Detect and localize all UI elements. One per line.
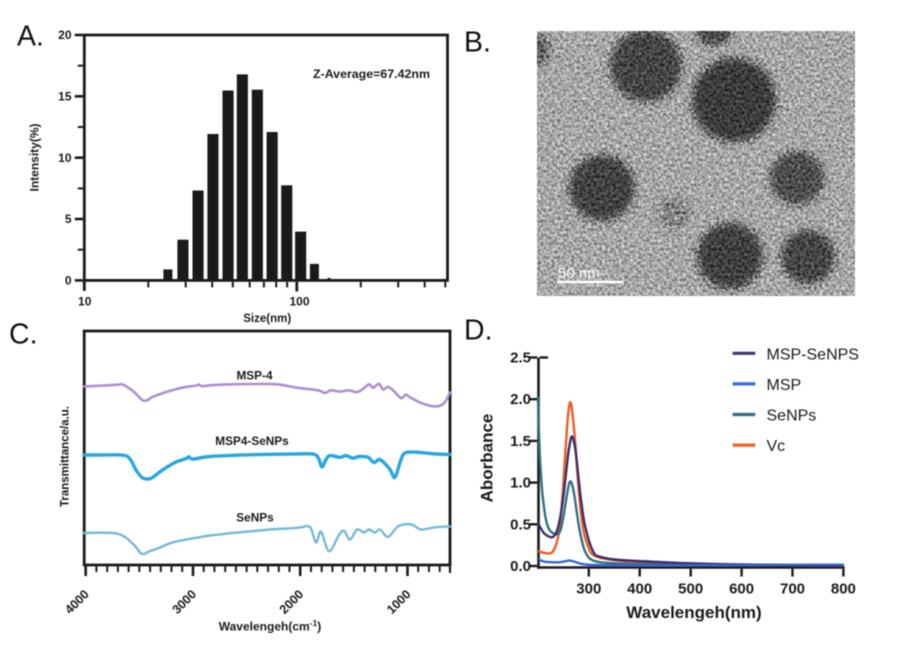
svg-text:800: 800 <box>831 580 856 597</box>
svg-text:400: 400 <box>627 580 652 597</box>
svg-text:20: 20 <box>58 28 72 42</box>
svg-text:C.: C. <box>9 319 38 351</box>
svg-text:15: 15 <box>58 90 72 104</box>
svg-text:0.0: 0.0 <box>510 558 531 575</box>
svg-text:B.: B. <box>464 27 491 59</box>
svg-text:0: 0 <box>65 274 72 288</box>
svg-text:0.5: 0.5 <box>510 516 531 533</box>
svg-text:10: 10 <box>78 294 92 308</box>
svg-text:500: 500 <box>678 580 703 597</box>
svg-text:Wavelengeh(cm-1): Wavelengeh(cm-1) <box>219 618 321 634</box>
svg-text:700: 700 <box>780 580 805 597</box>
svg-text:2.5: 2.5 <box>510 350 531 367</box>
svg-text:Transmittance/a.u.: Transmittance/a.u. <box>60 406 72 507</box>
svg-text:A.: A. <box>17 21 44 53</box>
svg-text:SeNPs: SeNPs <box>236 511 274 525</box>
svg-text:MSP-4: MSP-4 <box>236 368 272 382</box>
svg-text:Vc: Vc <box>767 438 786 455</box>
svg-text:Z-Average=67.42nm: Z-Average=67.42nm <box>313 67 430 81</box>
svg-text:100: 100 <box>289 294 309 308</box>
svg-text:300: 300 <box>576 580 601 597</box>
svg-text:1.0: 1.0 <box>510 475 531 492</box>
svg-text:10: 10 <box>58 151 72 165</box>
svg-text:1.5: 1.5 <box>510 433 531 450</box>
svg-text:Intensity(%): Intensity(%) <box>28 123 42 191</box>
svg-text:Wavelengeh(nm): Wavelengeh(nm) <box>626 603 761 622</box>
svg-text:SeNPs: SeNPs <box>767 408 817 425</box>
svg-text:Aborbance: Aborbance <box>478 414 497 503</box>
svg-text:MSP4-SeNPs: MSP4-SeNPs <box>215 434 289 448</box>
svg-text:D.: D. <box>464 315 493 347</box>
svg-text:MSP: MSP <box>767 377 802 394</box>
svg-text:5: 5 <box>65 212 72 226</box>
svg-text:MSP-SeNPS: MSP-SeNPS <box>767 346 859 363</box>
svg-text:Size(nm): Size(nm) <box>243 313 291 325</box>
svg-text:50 nm: 50 nm <box>558 265 600 282</box>
svg-text:600: 600 <box>729 580 754 597</box>
svg-text:2.0: 2.0 <box>510 391 531 408</box>
